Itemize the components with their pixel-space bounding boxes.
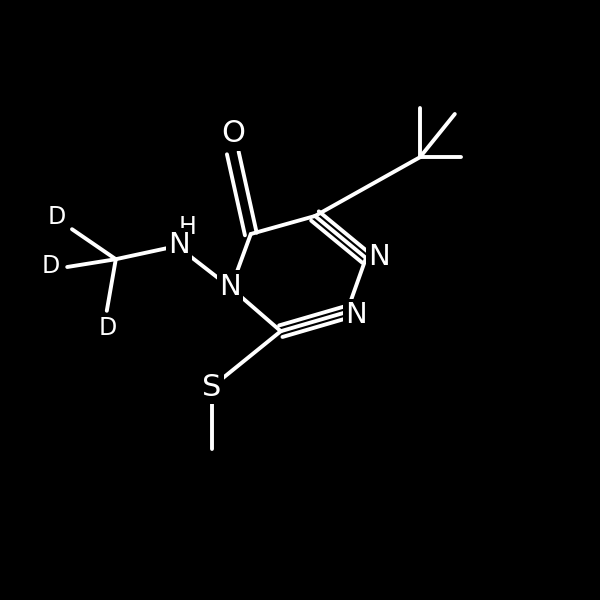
Text: N: N [345, 301, 367, 329]
Text: N: N [168, 231, 190, 259]
Text: D: D [48, 205, 66, 229]
Text: N: N [368, 243, 390, 271]
Text: N: N [219, 273, 241, 301]
Text: O: O [221, 119, 245, 148]
Text: H: H [179, 215, 197, 239]
Text: S: S [202, 373, 221, 401]
Text: D: D [41, 254, 59, 278]
Text: D: D [99, 316, 117, 340]
